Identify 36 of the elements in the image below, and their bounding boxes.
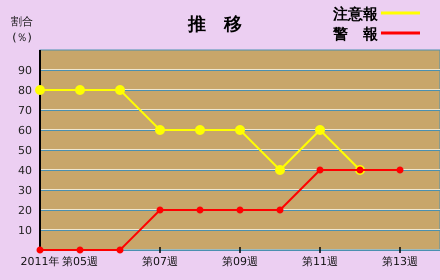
chart-title: 推 移	[187, 14, 242, 35]
x-tick-label: 第07週	[142, 255, 178, 268]
point	[396, 166, 404, 174]
y-tick-label: 60	[18, 124, 32, 137]
point	[35, 85, 45, 95]
y-tick-label: 40	[18, 164, 32, 177]
y-tick-label: 50	[18, 144, 32, 157]
point	[115, 85, 125, 95]
y-tick-label: 20	[18, 204, 32, 217]
point	[236, 206, 244, 214]
y-tick-label: 90	[18, 64, 32, 77]
point	[116, 246, 124, 254]
point	[316, 166, 324, 174]
point	[155, 125, 165, 135]
x-tick-label: 2011年	[20, 255, 60, 268]
point	[76, 246, 84, 254]
x-tick-label: 第13週	[382, 255, 418, 268]
point	[235, 125, 245, 135]
y-axis-title: 割合 (％)	[11, 15, 33, 44]
y-tick-label: 80	[18, 84, 32, 97]
legend-label: 警 報	[332, 25, 379, 43]
point	[75, 85, 85, 95]
point	[196, 206, 204, 214]
y-tick-label: 70	[18, 104, 32, 117]
y-tick-label: 10	[18, 224, 32, 237]
point	[276, 206, 284, 214]
point	[156, 206, 164, 214]
point	[36, 246, 44, 254]
x-tick-label: 第11週	[302, 255, 338, 268]
y-tick-label: 30	[18, 184, 32, 197]
x-tick-label: 第09週	[222, 255, 258, 268]
x-tick-label: 第05週	[62, 255, 98, 268]
point	[195, 125, 205, 135]
legend-label: 注意報	[332, 5, 379, 23]
point	[275, 165, 285, 175]
point	[315, 125, 325, 135]
